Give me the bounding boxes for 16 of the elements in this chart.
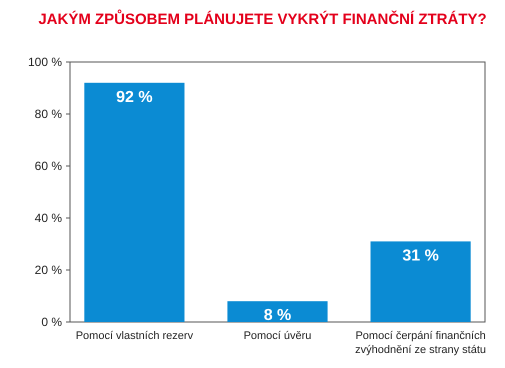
data-label: 31 % <box>402 247 439 264</box>
y-tick-label: 0 % <box>41 315 62 329</box>
y-tick-label: 20 % <box>34 263 62 277</box>
bar <box>84 82 184 322</box>
y-tick-label: 100 % <box>28 55 62 69</box>
chart-title: JAKÝM ZPŮSOBEM PLÁNUJETE VYKRÝT FINANČNÍ ZTRÁTY? <box>38 9 487 28</box>
x-tick-label: Pomocí úvěru <box>244 330 312 342</box>
bar <box>227 301 328 322</box>
x-tick-label: Pomocí vlastních rezerv <box>76 330 194 342</box>
data-label: 92 % <box>116 88 153 106</box>
bar <box>370 241 471 322</box>
y-tick-label: 80 % <box>34 107 62 121</box>
x-tick-label: Pomocí čerpání finančních zvýhodnění ze strany státu <box>355 330 486 356</box>
y-tick-label: 60 % <box>34 159 62 173</box>
data-label: 8 % <box>264 307 292 324</box>
y-tick-label: 40 % <box>34 211 62 225</box>
